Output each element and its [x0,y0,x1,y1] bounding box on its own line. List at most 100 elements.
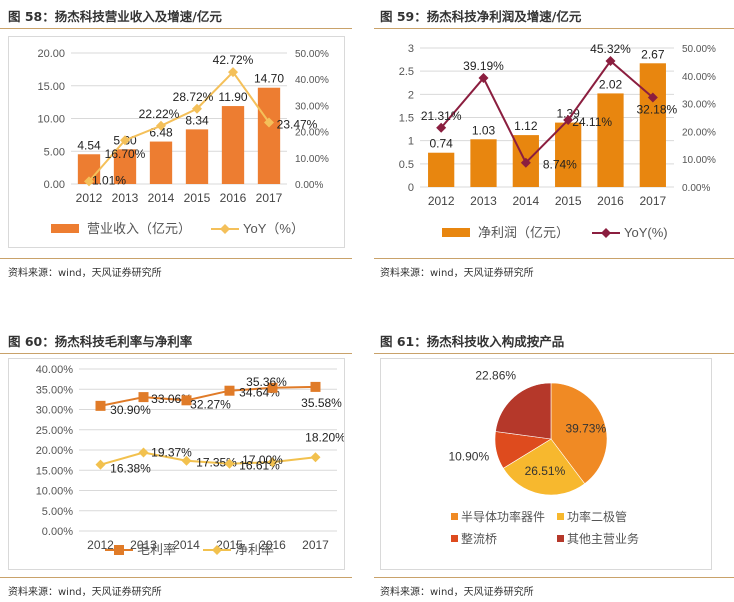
bar [428,152,455,187]
bar-data-label: 0.74 [429,137,453,151]
legend-diamond-marker [601,228,611,238]
bar [555,122,582,187]
bar-data-label: 14.70 [254,72,284,86]
figure-60-title: 图 60：扬杰科技毛利率与净利率 [8,334,193,349]
diamond-marker [228,67,238,78]
line-data-label: 23.47% [277,118,318,132]
x-axis-tick-label: 2013 [470,194,497,208]
right-axis-tick-label: 40.00% [295,75,329,86]
left-axis-tick-label: 35.00% [36,384,74,396]
bar [77,154,101,184]
diamond-marker [224,458,235,469]
diamond-marker [84,176,94,187]
legend-swatch [442,228,470,237]
left-axis-tick-label: 0.00 [44,179,65,191]
right-axis-tick-label: 40.00% [682,72,716,83]
bar-data-label: 1.12 [514,119,538,133]
margin-chart-svg: 0.00% 5.00% 10.00% 15.00% 20.00% 25.00% 30.00%… [36,364,346,557]
figure-61-panel: 图 61：扬杰科技收入构成按产品 39.73% 26.51% 10.90% 22.86… [374,325,734,602]
x-axis-tick-label: 2015 [555,194,582,208]
diamond-marker [478,73,489,84]
title-divider [374,353,734,354]
line-data-label: 16.70% [105,147,146,161]
line-data-label: 35.58% [301,396,342,410]
figure-59-title: 图 59：扬杰科技净利润及增速/亿元 [380,9,582,24]
x-axis-tick-label: 2016 [220,191,247,205]
right-axis-tick-label: 0.00% [295,180,323,191]
x-axis-tick-label: 2016 [259,538,286,552]
figure-60-panel: 图 60：扬杰科技毛利率与净利率 0.00% 5.00% 10.00% 15.00% 2… [0,325,360,602]
series-line [100,385,316,407]
x-axis-tick-label: 2012 [428,194,455,208]
diamond-marker [156,120,166,131]
x-axis-tick-label: 2012 [76,191,103,205]
left-axis-tick-label: 15.00 [37,81,65,93]
x-axis-tick-label: 2017 [639,194,666,208]
bar [113,149,137,184]
x-axis-tick-label: 2013 [130,538,157,552]
legend-label: 净利润（亿元） [478,225,569,240]
legend-swatch [451,513,458,520]
left-axis-tick-label: 10.00% [36,486,74,498]
square-marker [181,395,192,406]
right-axis-tick-label: 30.00% [682,100,716,111]
bar [470,139,497,187]
pie-slice [495,382,552,440]
figure-59-panel: 图 59：扬杰科技净利润及增速/亿元 0 0.5 1 1.5 2 2.5 3 0.00% 10.… [374,0,734,300]
title-divider [374,28,734,29]
legend-label: 其他主营业务 [567,531,639,546]
pie-data-label: 22.86% [475,369,516,383]
source-note: 资料来源：wind，天风证券研究所 [8,587,162,598]
diamond-marker [605,56,616,67]
x-axis-tick-label: 2013 [112,191,139,205]
x-axis-tick-label: 2015 [216,538,243,552]
left-axis-tick-label: 1 [408,136,414,148]
diamond-marker [520,157,531,168]
bar [149,141,173,184]
pie-data-label: 26.51% [525,464,566,478]
diamond-marker [95,459,106,470]
left-axis-tick-label: 3 [408,43,414,55]
line-data-label: 18.20% [305,430,344,444]
left-axis-tick-label: 40.00% [36,364,74,376]
left-axis-tick-label: 0.5 [399,159,414,171]
pie-data-label: 10.90% [448,449,489,463]
line-data-label: 32.27% [190,397,231,411]
square-marker [224,385,235,396]
bar-data-label: 8.34 [185,113,209,127]
left-axis-tick-label: 5.00% [42,506,73,518]
diamond-marker [563,114,574,125]
figure-60-chart: 0.00% 5.00% 10.00% 15.00% 20.00% 25.00% 30.00%… [8,358,346,570]
legend-label: 营业收入（亿元） [87,221,191,236]
line-data-label: 8.74% [543,158,577,172]
line-data-label: 45.32% [590,42,631,56]
diamond-marker [310,452,321,463]
right-axis-tick-label: 20.00% [295,128,329,139]
title-divider [0,353,352,354]
right-axis-tick-label: 0.00% [682,183,710,194]
net-profit-chart-svg: 00.511.522.530.00%10.00%20.00%30.00%40.0… [399,42,716,240]
legend-diamond-marker [212,545,222,555]
line-data-label: 28.72% [173,90,214,104]
legend-label: YoY（%） [243,221,304,236]
bar [257,87,281,184]
pie-slice [502,438,586,496]
source-note: 资料来源：wind，天风证券研究所 [8,268,162,279]
line-data-label: 17.35% [196,456,237,470]
left-axis-tick-label: 10.00 [37,114,65,126]
figure-58-title: 图 58：扬杰科技营业收入及增速/亿元 [8,9,222,24]
figure-58-chart: 0.00 5.00 10.00 15.00 20.00 0.00% 10.00% 20.00%… [8,36,345,248]
pie-slice [550,382,608,485]
figure-61-chart: 39.73% 26.51% 10.90% 22.86% 半导体功率器件 功率二极管 整流桥 其… [380,358,712,570]
square-marker [267,382,278,393]
bar [639,63,666,187]
x-axis-tick-label: 2014 [148,191,175,205]
x-axis-tick-label: 2017 [302,538,329,552]
x-axis-tick-label: 2014 [173,538,200,552]
bar-data-label: 2.02 [599,77,623,91]
left-axis-tick-label: 0 [408,182,414,194]
bar [597,93,624,187]
line-data-label: 17.00% [242,453,283,467]
source-note: 资料来源：wind，天风证券研究所 [380,587,534,598]
